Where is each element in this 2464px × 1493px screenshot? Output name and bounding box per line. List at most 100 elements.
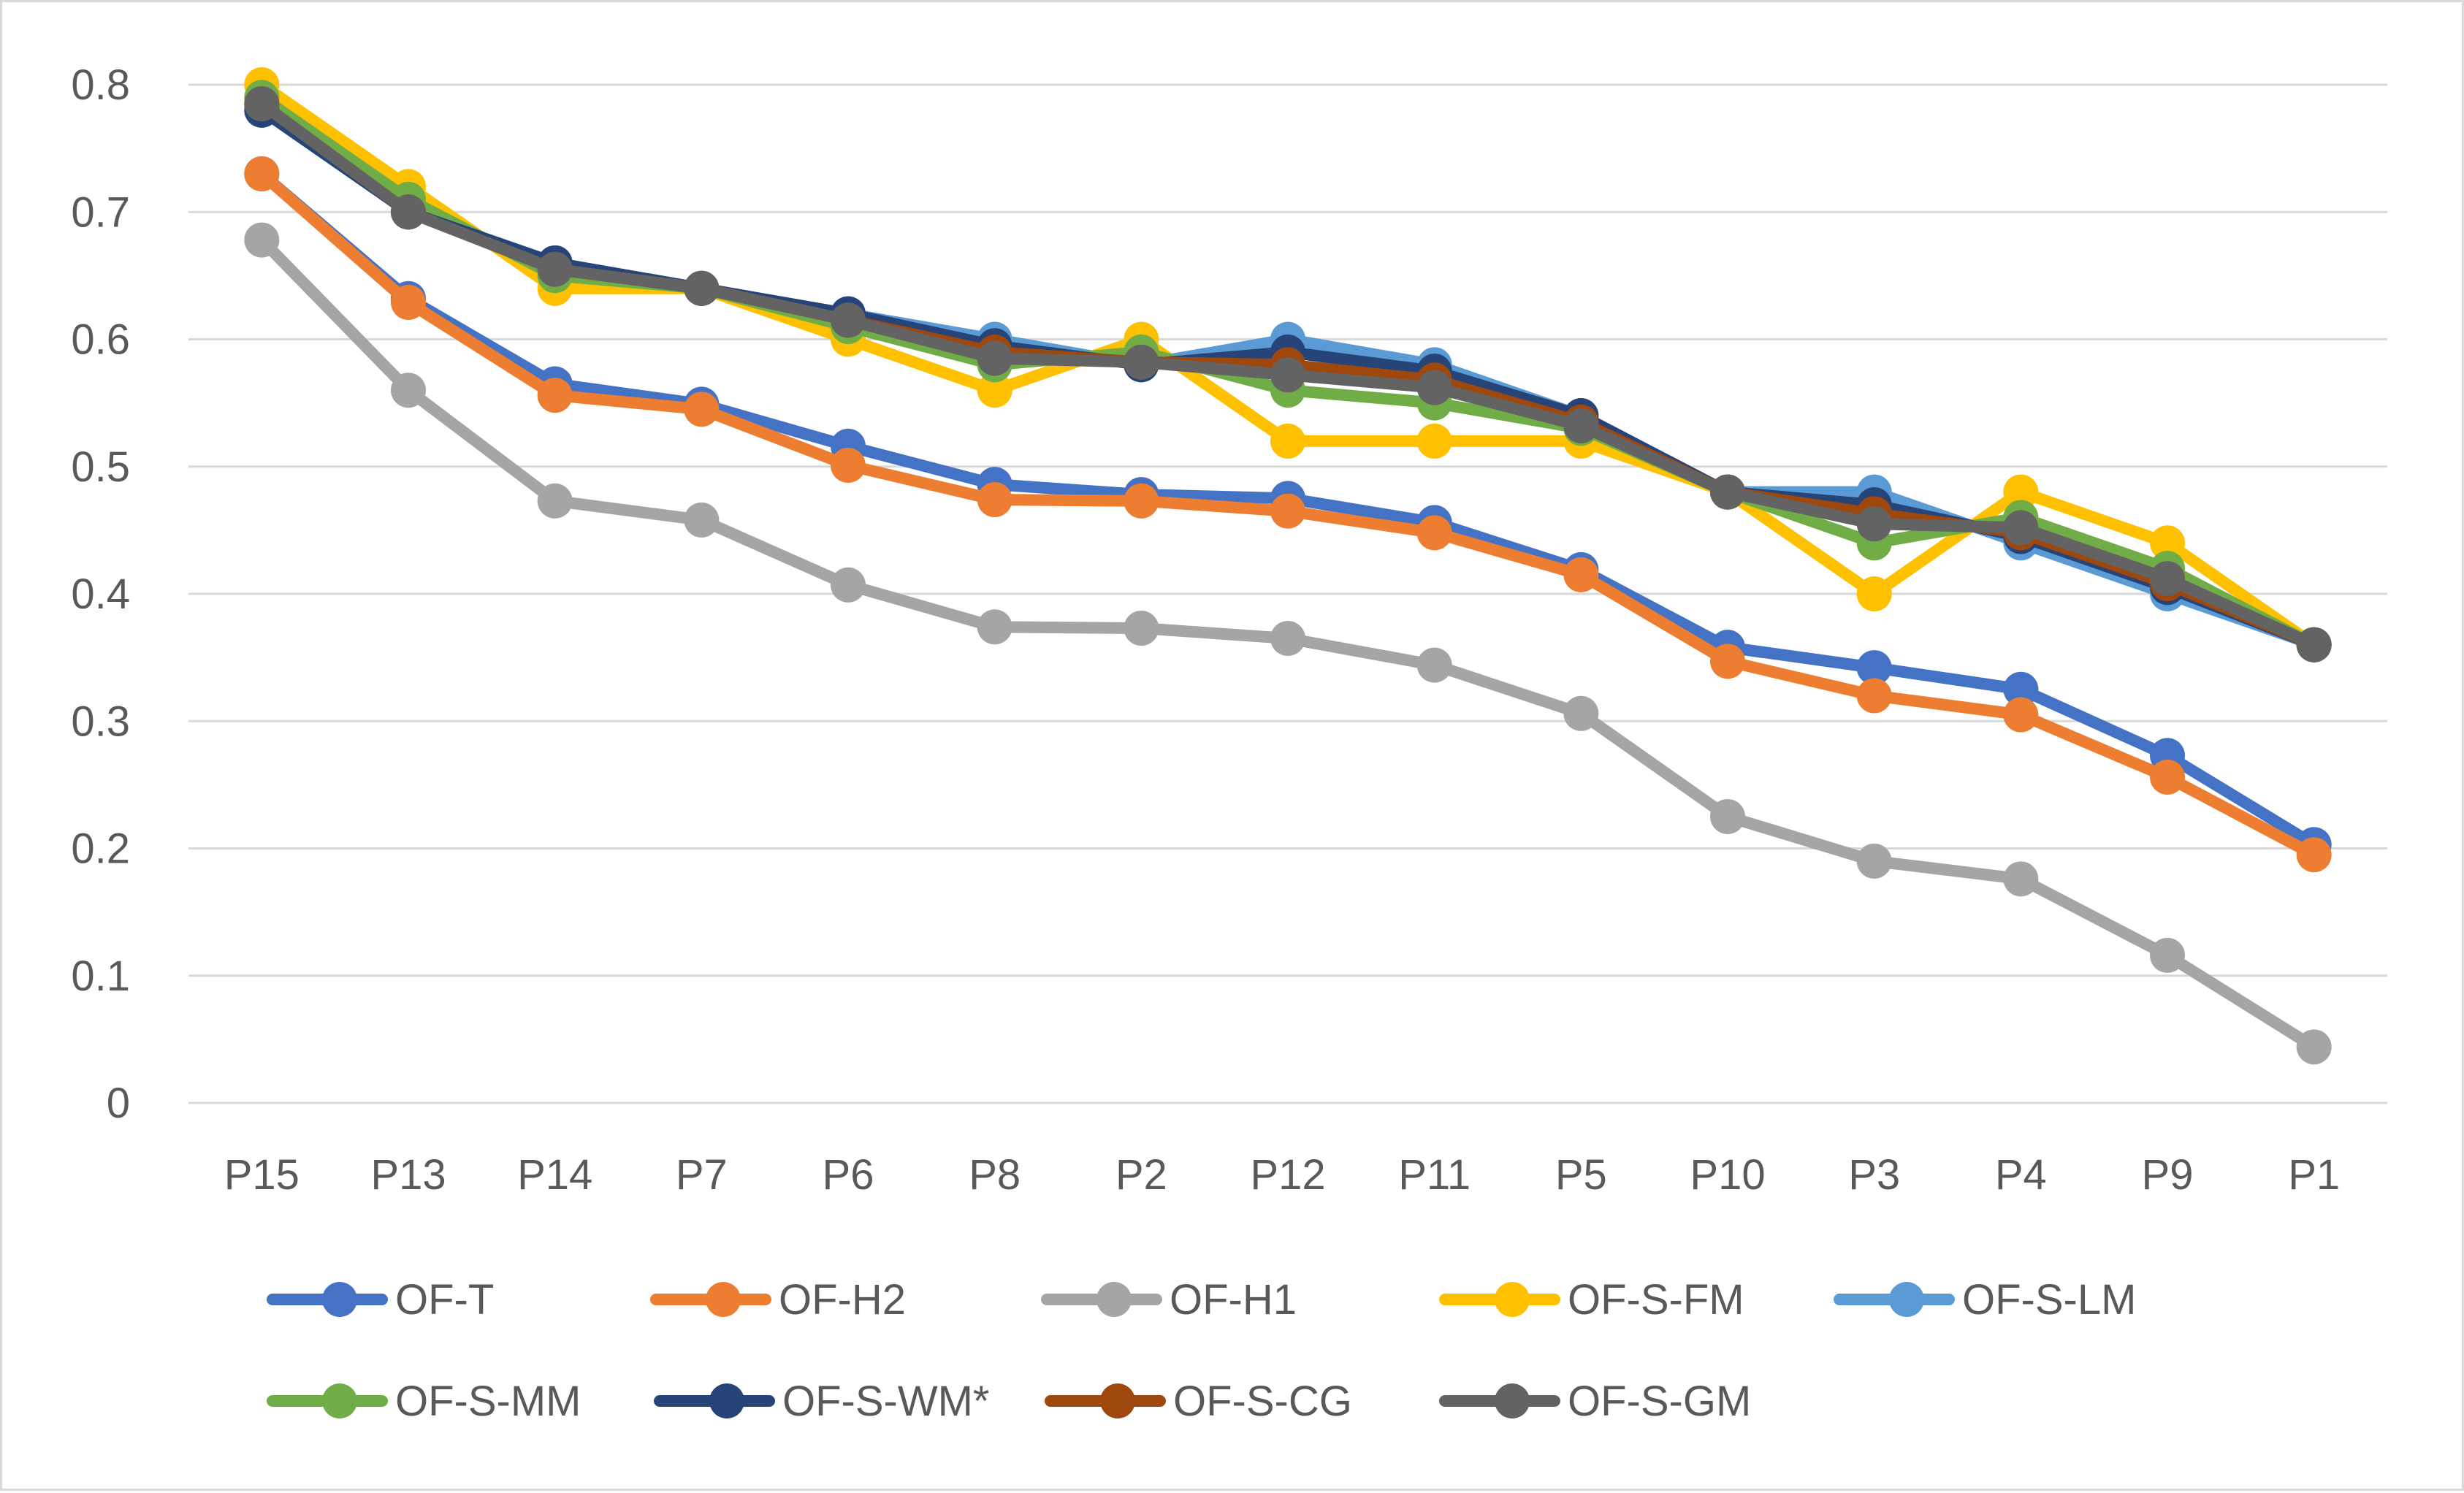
x-tick-label: P9 <box>2142 1151 2194 1199</box>
data-point <box>244 86 280 122</box>
legend-marker <box>709 1383 744 1418</box>
series-of-h1 <box>244 222 2332 1065</box>
data-point <box>1270 493 1305 529</box>
y-axis-ticks: 0 0.1 0.2 0.3 0.4 0.5 0.6 0.7 0.8 <box>71 61 130 1127</box>
data-point <box>1270 423 1305 459</box>
legend-marker <box>1096 1282 1132 1317</box>
data-point <box>1416 370 1452 405</box>
legend-label: OF-H2 <box>779 1276 906 1324</box>
legend-entry: OF-H2 <box>650 1276 906 1324</box>
data-point <box>2003 861 2039 897</box>
data-point <box>1416 515 1452 551</box>
data-point <box>391 373 426 408</box>
data-point <box>1270 620 1305 656</box>
legend-label: OF-S-GM <box>1568 1378 1751 1425</box>
x-tick-label: P12 <box>1250 1151 1325 1199</box>
data-point <box>391 194 426 230</box>
legend-entry: OF-S-CG <box>1045 1378 1352 1425</box>
y-tick-label: 0.6 <box>71 316 130 364</box>
x-tick-label: P3 <box>1848 1151 1900 1199</box>
x-tick-label: P11 <box>1398 1151 1471 1199</box>
x-tick-label: P7 <box>676 1151 728 1199</box>
data-point <box>977 609 1012 645</box>
data-point <box>2296 837 2332 873</box>
data-point <box>2296 627 2332 663</box>
y-tick-label: 0 <box>107 1080 130 1127</box>
data-point <box>1563 408 1599 443</box>
data-point <box>1710 644 1745 679</box>
legend-label: OF-S-WM* <box>782 1378 990 1425</box>
series-of-h2 <box>244 156 2332 873</box>
legend-entry: OF-H1 <box>1041 1276 1297 1324</box>
data-point <box>2003 510 2039 546</box>
x-tick-label: P10 <box>1690 1151 1765 1199</box>
x-tick-label: P6 <box>823 1151 874 1199</box>
data-point <box>1856 843 1892 879</box>
data-point <box>1710 798 1745 834</box>
y-tick-label: 0.2 <box>71 825 130 873</box>
data-point <box>244 222 280 258</box>
x-tick-label: P14 <box>517 1151 592 1199</box>
data-point <box>1563 557 1599 592</box>
data-point <box>2003 474 2039 510</box>
data-point <box>977 373 1012 408</box>
legend-entry: OF-S-MM <box>267 1378 581 1425</box>
legend-marker <box>322 1282 357 1317</box>
data-point <box>1124 611 1159 646</box>
y-tick-label: 0.8 <box>71 61 130 109</box>
data-point <box>831 567 866 603</box>
x-tick-label: P2 <box>1115 1151 1167 1199</box>
y-tick-label: 0.1 <box>71 952 130 1000</box>
legend-marker <box>1889 1282 1924 1317</box>
data-point <box>684 392 720 427</box>
data-point <box>1416 647 1452 683</box>
data-point <box>537 378 573 413</box>
legend-entry: OF-T <box>267 1276 494 1324</box>
data-point <box>2150 937 2185 973</box>
y-tick-label: 0.5 <box>71 443 130 491</box>
data-point <box>1270 357 1305 393</box>
x-axis-ticks: P15 P13 P14 P7 P6 P8 P2 P12 P11 P5 P10 P3 P4 P9 P1 <box>224 1151 2340 1199</box>
series-of-s-gm <box>244 86 2332 663</box>
legend-entry: OF-S-WM* <box>654 1378 990 1425</box>
data-point <box>391 284 426 320</box>
data-point <box>1856 650 1892 686</box>
data-point <box>2003 697 2039 733</box>
data-point <box>2296 1029 2332 1065</box>
x-tick-label: P15 <box>224 1151 300 1199</box>
data-point <box>831 302 866 338</box>
legend-label: OF-H1 <box>1170 1276 1297 1324</box>
data-point <box>244 156 280 191</box>
data-point <box>1416 423 1452 459</box>
legend: OF-T OF-H2 OF-H1 OF-S-FM OF-S-LM OF-S-MM OF-S-… <box>267 1276 2136 1425</box>
x-tick-label: P4 <box>1995 1151 2047 1199</box>
legend-entry: OF-S-LM <box>1834 1276 2136 1324</box>
legend-label: OF-S-LM <box>1962 1276 2136 1324</box>
legend-entry: OF-S-FM <box>1439 1276 1744 1324</box>
legend-marker <box>1100 1383 1135 1418</box>
legend-marker <box>706 1282 741 1317</box>
x-tick-label: P1 <box>2288 1151 2340 1199</box>
x-tick-label: P5 <box>1555 1151 1607 1199</box>
y-tick-label: 0.4 <box>71 570 130 618</box>
y-tick-label: 0.7 <box>71 188 130 236</box>
data-point <box>1856 506 1892 542</box>
legend-label: OF-S-CG <box>1173 1378 1352 1425</box>
legend-label: OF-S-MM <box>395 1378 581 1425</box>
legend-entry: OF-S-GM <box>1439 1378 1751 1425</box>
legend-marker <box>1495 1383 1530 1418</box>
data-point <box>537 483 573 519</box>
grid-lines <box>188 83 2387 1104</box>
data-point <box>684 502 720 538</box>
x-tick-label: P13 <box>370 1151 446 1199</box>
data-point <box>977 340 1012 376</box>
legend-marker <box>1495 1282 1530 1317</box>
data-point <box>1563 695 1599 731</box>
legend-marker <box>322 1383 357 1418</box>
data-point <box>1856 576 1892 611</box>
data-point <box>2150 561 2185 597</box>
legend-label: OF-T <box>395 1276 494 1324</box>
data-point <box>1856 678 1892 714</box>
data-point <box>684 270 720 306</box>
